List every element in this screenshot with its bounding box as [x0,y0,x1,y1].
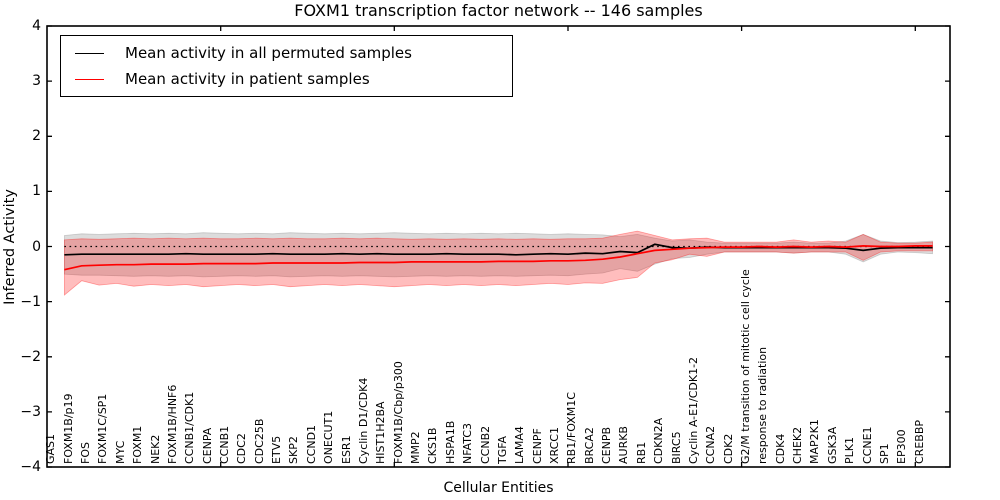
x-category-label: CREBBP [912,420,926,464]
x-category-label: MMP2 [409,431,423,464]
x-category-label: HSPA1B [443,420,457,464]
x-axis-label: Cellular Entities [443,480,554,496]
x-category-label: TGFA [495,435,509,464]
y-tick-label: 2 [32,128,41,145]
x-category-label: NEK2 [148,434,162,464]
x-category-label: RB1 [634,441,648,464]
y-tick-label: −4 [20,459,41,475]
x-category-label: AURKB [617,426,631,464]
x-category-label: FOS [79,442,93,464]
x-category-label: CCNB2 [478,425,492,464]
x-category-label: SKP2 [287,436,301,464]
x-category-label: XRCC1 [547,427,561,464]
x-category-label: CENPA [200,427,214,464]
x-category-label: GSK3A [825,426,839,464]
x-category-label: ETV5 [270,435,284,464]
x-category-label: CDK2 [721,433,735,464]
axis-ticks [47,25,950,468]
y-tick-label: 4 [32,18,41,34]
x-category-label: CCNB1 [218,425,232,464]
y-tick-label: 3 [32,73,41,90]
y-tick-label: −2 [20,348,41,365]
x-category-label: PLK1 [843,437,857,464]
x-category-label: CDK4 [773,433,787,464]
black-line-sample-icon [75,52,104,54]
y-tick-label: −1 [20,293,41,310]
x-category-label: CENPF [530,428,544,464]
x-category-label: SP1 [877,443,891,464]
x-category-label: FOXM1B/p19 [61,393,75,464]
x-category-label: GAS1 [44,433,58,464]
y-tick-label: 0 [32,238,41,255]
x-category-label: Cyclin A-E1/CDK1-2 [686,356,700,464]
permuted-mean-line [64,243,933,256]
x-category-label: CHEK2 [791,426,805,464]
x-category-label: CCNB1/CDK1 [183,391,197,464]
x-category-label: CCNA2 [704,425,718,464]
red-line-sample-icon [75,78,104,80]
x-category-label: BIRC5 [669,431,683,464]
x-category-label: ONECUT1 [322,410,336,464]
x-category-label: CDC25B [252,418,266,464]
x-category-label: BRCA2 [582,427,596,464]
x-category-label: CDKN2A [652,417,666,464]
x-category-label: EP300 [895,429,909,464]
y-tick-label: −3 [20,403,41,420]
x-category-label: MYC [113,440,127,464]
x-category-label: CCNE1 [860,426,874,464]
x-category-label: FOXM1B/HNF6 [165,384,179,464]
x-category-label: MAP2K1 [808,419,822,464]
chart-title: FOXM1 transcription factor network -- 14… [294,1,703,20]
legend-label-permuted: Mean activity in all permuted samples [125,44,412,62]
x-category-label: CENPB [600,426,614,464]
legend-entry-permuted: Mean activity in all permuted samples [61,44,512,62]
x-category-label: LAMA4 [513,426,527,464]
legend-label-patient: Mean activity in patient samples [125,70,370,88]
y-tick-label: 1 [32,183,41,200]
x-category-label: FOXM1C/SP1 [96,393,110,464]
legend-entry-patient: Mean activity in patient samples [61,70,512,88]
x-category-label: CKS1B [426,427,440,464]
x-category-label: CCND1 [304,424,318,464]
x-category-label: G2/M transition of mitotic cell cycle [738,269,752,464]
x-category-label: FOXM1B/Cbp/p300 [391,361,405,464]
patient-mean-line [64,245,933,271]
x-category-label: HIST1H2BA [374,401,388,464]
x-category-label: CDC2 [235,433,249,464]
x-category-label: ESR1 [339,435,353,464]
x-category-label: RB1/FOXM1C [565,392,579,464]
x-category-label: FOXM1 [131,425,145,464]
x-category-label: response to radiation [756,346,770,464]
x-category-label: Cyclin D1/CDK4 [356,377,370,464]
legend: Mean activity in all permuted samples Me… [60,35,513,97]
x-category-label: NFATC3 [461,423,475,464]
